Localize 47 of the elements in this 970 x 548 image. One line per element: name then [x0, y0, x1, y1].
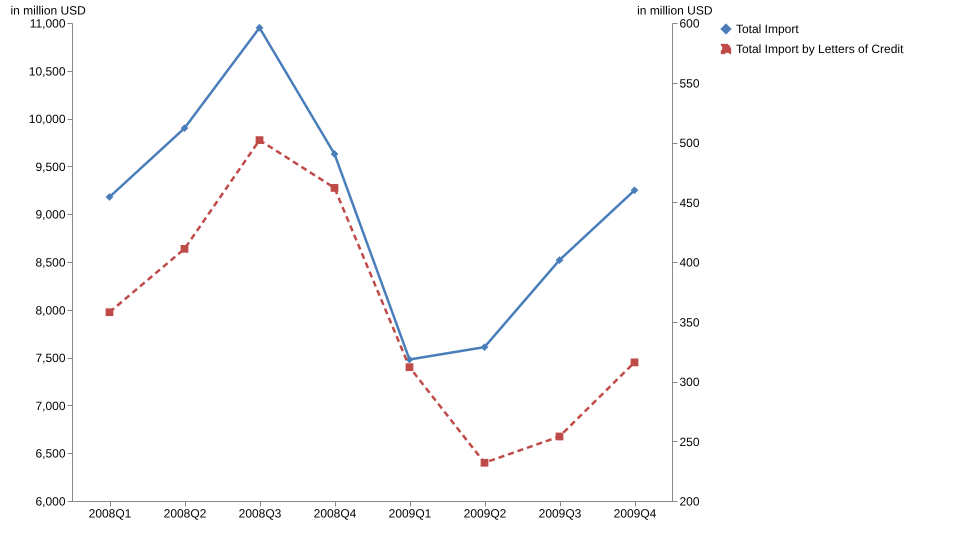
point — [106, 193, 114, 201]
point — [406, 363, 414, 372]
point — [256, 24, 264, 32]
y-tick-label: 8,000 — [35, 303, 66, 318]
y2-tick-label: 300 — [680, 375, 700, 389]
point — [180, 124, 188, 132]
y-tick-label: 7,500 — [35, 351, 66, 366]
point — [480, 343, 488, 351]
point — [330, 150, 338, 158]
y2-axis-title: in million USD — [637, 4, 713, 18]
y-tick-label: 10,500 — [28, 64, 66, 78]
legend-label: Total Import by Letters of Credit — [736, 42, 904, 56]
y-tick-label: 6,000 — [35, 494, 66, 508]
x-tick-label: 2008Q3 — [238, 506, 282, 520]
point — [180, 244, 188, 253]
y2-tick-label: 250 — [680, 434, 700, 449]
y-tick-label: 6,500 — [35, 446, 66, 461]
point — [556, 256, 564, 264]
y2-tick-label: 400 — [680, 256, 700, 270]
point — [630, 186, 638, 194]
point — [106, 308, 114, 316]
point — [556, 432, 564, 440]
point — [630, 358, 638, 366]
y2-tick-label: 550 — [680, 76, 700, 90]
y2-tick-label: 500 — [680, 136, 700, 150]
x-tick-label: 2008Q2 — [164, 506, 207, 520]
y-tick-label: 9,500 — [35, 160, 66, 174]
legend-label: Total Import — [736, 22, 800, 36]
y-tick-label: 9,000 — [35, 208, 66, 222]
y-tick-label: 10,000 — [28, 112, 66, 126]
x-tick-label: 2008Q4 — [314, 506, 357, 520]
y2-tick-label: 600 — [680, 16, 700, 30]
y2-tick-label: 450 — [680, 196, 700, 210]
x-tick-label: 2009Q4 — [614, 506, 657, 520]
point — [330, 184, 338, 192]
x-tick-label: 2008Q1 — [88, 506, 132, 520]
x-tick-label: 2009Q2 — [464, 506, 507, 520]
point — [256, 136, 264, 144]
x-tick-label: 2009Q1 — [388, 506, 432, 520]
point — [480, 458, 488, 467]
y2-tick-label: 200 — [680, 494, 700, 508]
y-tick-label: 7,000 — [35, 398, 66, 413]
y2-tick-label: 350 — [680, 315, 700, 330]
y-axis-title: in million USD — [10, 4, 86, 18]
y-tick-label: 11,000 — [30, 16, 66, 30]
x-tick-label: 2009Q3 — [538, 506, 582, 520]
y-tick-label: 8,500 — [35, 256, 66, 270]
